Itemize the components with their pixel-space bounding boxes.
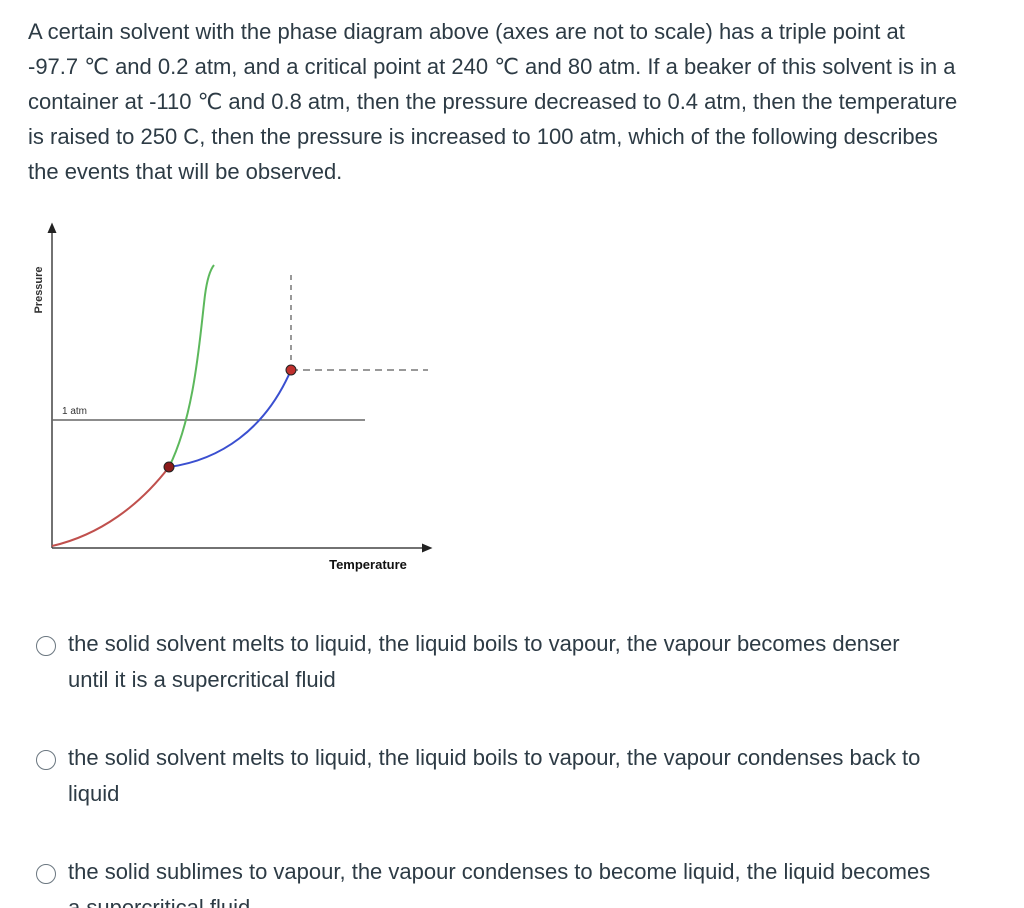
triple-point (163, 461, 175, 473)
option-text: the solid solvent melts to liquid, the l… (68, 631, 900, 692)
vaporization-curve (168, 369, 292, 468)
question: A certain solvent with the phase diagram… (28, 19, 958, 184)
y-axis-label: Pressure (33, 266, 45, 313)
fusion-curve (168, 264, 215, 468)
x-axis-label: Temperature (329, 557, 407, 572)
critical-point (285, 364, 297, 376)
reference-line-label: 1 atm (62, 406, 87, 417)
option-text: the solid solvent melts to liquid, the l… (68, 745, 921, 806)
sublimation-curve (51, 466, 170, 547)
radio-button[interactable] (36, 864, 56, 884)
option[interactable]: the solid solvent melts to liquid, the l… (36, 744, 936, 812)
option-text: the solid sublimes to vapour, the vapour… (68, 859, 931, 908)
phase-diagram: Pressure Temperature 1 atm (33, 222, 433, 572)
radio-button[interactable] (36, 750, 56, 770)
radio-button[interactable] (36, 636, 56, 656)
option[interactable]: the solid sublimes to vapour, the vapour… (36, 858, 936, 908)
option[interactable]: the solid solvent melts to liquid, the l… (36, 630, 936, 698)
